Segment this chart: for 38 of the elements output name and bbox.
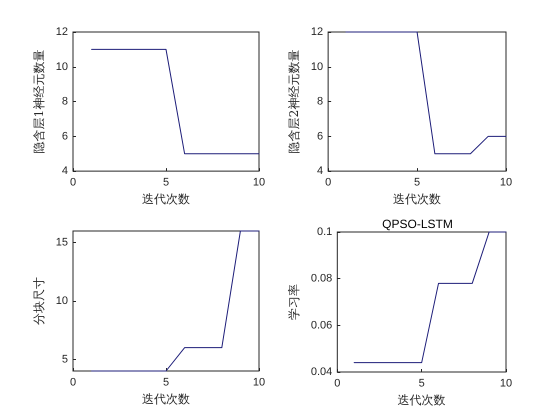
x-tick-label: 10	[252, 376, 266, 388]
x-tick-label: 10	[500, 176, 512, 189]
x-tick-label: 5	[418, 378, 425, 390]
y-tick-label: 4	[62, 165, 68, 178]
x-axis-title: 迭代次数	[142, 392, 190, 406]
x-tick-label: 0	[334, 378, 340, 390]
x-tick-label: 5	[162, 376, 170, 388]
x-tick-label: 5	[414, 176, 420, 189]
y-tick-label: 8	[62, 96, 68, 108]
y-tick-label: 8	[317, 96, 324, 108]
x-tick-label: 5	[162, 176, 170, 189]
chart-title: QPSO-LSTM	[382, 217, 453, 231]
y-tick-label: 10	[310, 60, 324, 73]
y-tick-label: 6	[317, 130, 324, 142]
x-axis-title: 迭代次数	[142, 192, 190, 206]
y-tick-label: 10	[56, 60, 68, 73]
y-axis-title: 隐含层2神经元数量	[287, 50, 301, 154]
y-tick-label: 6	[62, 130, 68, 142]
x-axis-title: 迭代次数	[398, 392, 446, 407]
y-tick-label: 15	[56, 236, 68, 249]
x-tick-label: 10	[252, 176, 266, 189]
x-tick-label: 0	[70, 176, 76, 189]
y-tick-label: 4	[317, 165, 324, 178]
y-tick-label: 0.1	[317, 226, 332, 238]
y-tick-label: 10	[56, 295, 68, 307]
x-tick-label: 10	[500, 378, 512, 390]
y-tick-label: 0.04	[310, 366, 332, 378]
y-axis-title: 学习率	[287, 284, 301, 320]
x-tick-label: 0	[70, 376, 76, 388]
x-axis-title: 迭代次数	[393, 192, 442, 206]
y-tick-label: 12	[310, 26, 324, 38]
y-axis-title: 分块尺寸	[32, 277, 46, 325]
y-tick-label: 5	[62, 353, 68, 366]
y-tick-label: 0.08	[310, 272, 332, 285]
y-tick-label: 12	[56, 26, 68, 38]
y-axis-title: 隐含层1神经元数量	[32, 50, 46, 154]
y-tick-label: 0.06	[310, 319, 332, 332]
x-tick-label: 0	[325, 176, 332, 189]
